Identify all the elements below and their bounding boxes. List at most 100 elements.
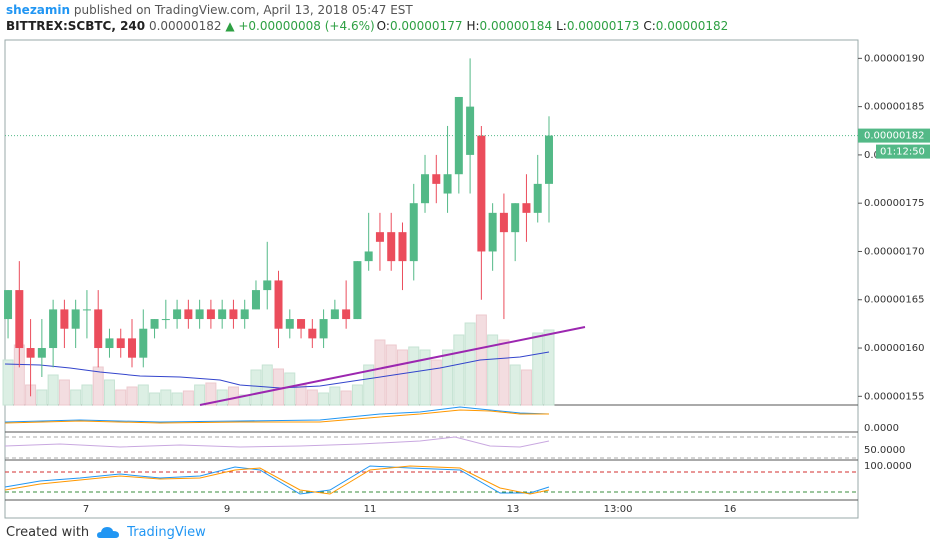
x-tick-label: 16	[724, 504, 737, 515]
volume-bar	[340, 390, 352, 406]
volume-bar	[92, 366, 104, 406]
candle-body	[297, 319, 306, 329]
published: published on TradingView.com, April 13, …	[73, 3, 413, 17]
brand[interactable]: TradingView	[127, 525, 206, 540]
ohlc-value: 0.00000173	[566, 19, 640, 33]
candle-body	[308, 328, 317, 339]
y-tick-label: 0.00000155	[864, 391, 924, 402]
candle-body	[488, 212, 497, 252]
candle-body	[421, 174, 430, 204]
ohlc-key: L:	[556, 19, 567, 33]
volume-bar	[115, 389, 127, 406]
volume-bar	[498, 339, 510, 406]
volume-bar	[2, 359, 14, 406]
candle-body	[432, 174, 441, 184]
volume-bar	[194, 384, 206, 406]
ohlc-value: 0.00000177	[389, 19, 463, 33]
candle-body	[82, 309, 91, 311]
candle-body	[499, 212, 508, 233]
volume-bar	[273, 368, 285, 406]
volume-bar	[374, 339, 386, 406]
volume-bar	[306, 389, 318, 406]
volume-bar	[408, 346, 420, 406]
candle-body	[218, 309, 227, 320]
candle-body	[375, 232, 384, 242]
symbol: BITTREX:SCBTC, 240	[6, 19, 146, 33]
volume-bar	[430, 359, 442, 406]
created-with: Created with	[6, 525, 90, 540]
y-tick-label: 0.00000185	[864, 102, 924, 113]
candles	[4, 58, 553, 397]
candle-body	[195, 309, 204, 320]
ohlc-key: H:	[466, 19, 480, 33]
quote-line: BITTREX:SCBTC, 240 0.00000182 ▲ +0.00000…	[6, 18, 728, 34]
volume-bar	[520, 369, 532, 406]
x-tick-label: 13	[507, 504, 520, 515]
candle-body	[128, 338, 137, 358]
footer: Created with TradingView	[6, 525, 206, 540]
candle-body	[398, 232, 407, 262]
volume-bar	[216, 389, 228, 406]
volume-bar	[250, 369, 262, 406]
y-tick-label: 0.00000175	[864, 198, 924, 209]
candle-body	[251, 290, 260, 310]
ohlc-value: 0.00000184	[479, 19, 553, 33]
volume-bar	[509, 364, 521, 406]
candle-body	[263, 280, 272, 291]
y-tick-label: 0.00000160	[864, 343, 924, 354]
header: shezamin published on TradingView.com, A…	[6, 2, 728, 34]
candle-body	[387, 232, 396, 262]
volume-bar	[318, 392, 330, 406]
candle-body	[522, 203, 531, 213]
candle-body	[60, 309, 69, 329]
candle-body	[184, 309, 193, 320]
volume-bar	[453, 334, 465, 406]
volume-bar	[149, 392, 161, 406]
candle-body	[342, 309, 351, 320]
chart-frame	[4, 39, 859, 519]
candle-body	[274, 280, 283, 329]
price-box	[858, 128, 930, 143]
candle-body	[319, 319, 328, 339]
volume-bar	[396, 349, 408, 406]
volume-bar	[487, 334, 499, 406]
volume-bar	[126, 386, 138, 406]
candle-body	[71, 309, 80, 329]
volume-bar	[543, 329, 555, 406]
volume-bar	[103, 379, 115, 406]
indicator-line	[4, 436, 550, 448]
volume-bar	[442, 349, 454, 406]
y-tick-label: 0.00000165	[864, 295, 924, 306]
candle-body	[364, 251, 373, 262]
moving-average	[4, 351, 550, 389]
axes: 0.00000155 0.00000160 0.00000165 0.00000170…	[5, 53, 930, 515]
candle-body	[161, 319, 170, 321]
last: 0.00000182	[148, 19, 222, 33]
volume-bar	[58, 379, 70, 406]
publish-line: shezamin published on TradingView.com, A…	[6, 2, 728, 18]
volume-bar	[36, 389, 48, 406]
candle-body	[116, 338, 125, 349]
y-tick-label: 0.00000170	[864, 246, 924, 257]
trend-line	[199, 326, 586, 406]
candle-body	[511, 203, 520, 233]
indicator-label: 100.0000	[864, 461, 912, 472]
candle-body	[49, 309, 58, 349]
candle-body	[477, 135, 486, 252]
candle-body	[105, 338, 114, 349]
price-label: 0.00000182	[864, 131, 924, 142]
volume-bar	[137, 384, 149, 406]
stoch-line	[4, 465, 550, 495]
candle-body	[443, 174, 452, 194]
volume-bar	[329, 386, 341, 406]
volume-bar	[284, 372, 296, 406]
user[interactable]: shezamin	[6, 3, 71, 17]
volume-bar	[261, 364, 273, 406]
volume-bar	[171, 392, 183, 406]
candle-body	[330, 309, 339, 320]
volume-bar	[47, 374, 59, 406]
candle-body	[94, 309, 103, 349]
change: ▲ +0.00000008 (+4.6%)	[225, 19, 375, 33]
candle-body	[150, 319, 159, 329]
